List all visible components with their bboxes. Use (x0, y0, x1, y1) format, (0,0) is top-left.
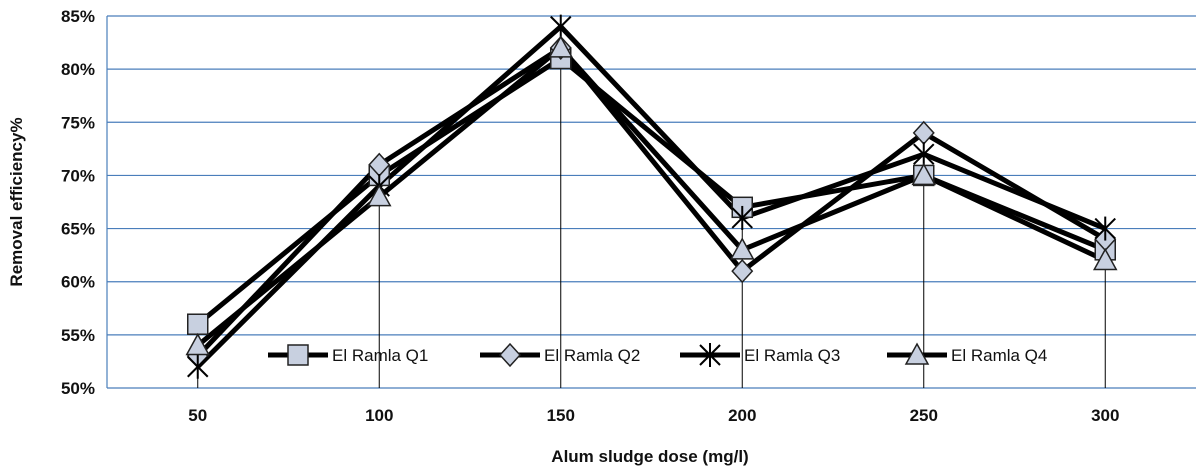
y-tick-label: 50% (61, 379, 95, 398)
x-tick-label: 300 (1091, 406, 1119, 425)
legend: El Ramla Q1 El Ramla Q2 El Ramla Q3 El Raml… (268, 342, 1047, 368)
data-point-q2 (731, 258, 754, 284)
legend-label: El Ramla Q3 (744, 346, 840, 365)
data-point-q4 (729, 237, 755, 260)
data-point-q4 (548, 35, 574, 58)
data-point-q3 (550, 14, 572, 39)
data-point-q3 (187, 354, 209, 379)
data-point-q4 (911, 162, 937, 186)
drop-lines (197, 26, 1106, 388)
series-line-q4 (196, 45, 1107, 348)
data-point-q3 (1094, 216, 1116, 241)
x-tick-label: 100 (365, 406, 393, 425)
y-tick-label: 55% (61, 326, 95, 345)
data-point-q3 (913, 142, 935, 167)
legend-marker (904, 342, 930, 365)
legend-marker (699, 343, 721, 367)
x-tick-label: 50 (188, 406, 207, 425)
data-point-q4 (1092, 247, 1118, 271)
y-tick-label: 80% (61, 60, 95, 79)
legend-label: El Ramla Q2 (544, 346, 640, 365)
x-tick-label: 200 (728, 406, 756, 425)
series-line-q1 (196, 56, 1107, 327)
y-axis-ticks: 50% 55% 60% 65% 70% 75% 80% 85% (61, 7, 95, 398)
x-axis-ticks: 50 100 150 200 250 300 (188, 406, 1119, 425)
series-lines (195, 24, 1107, 369)
x-tick-label: 150 (547, 406, 575, 425)
legend-marker (498, 342, 522, 368)
series-line-q2 (195, 45, 1107, 358)
y-tick-label: 60% (61, 273, 95, 292)
y-tick-label: 70% (61, 166, 95, 185)
data-point-q1 (187, 313, 209, 335)
x-axis-title: Alum sludge dose (mg/l) (551, 447, 748, 466)
series-markers (185, 14, 1118, 379)
y-tick-label: 75% (61, 113, 95, 132)
y-tick-label: 65% (61, 220, 95, 239)
data-point-q4 (366, 184, 392, 207)
x-tick-label: 250 (910, 406, 938, 425)
legend-label: El Ramla Q4 (951, 346, 1047, 365)
legend-marker (287, 344, 309, 366)
y-tick-label: 85% (61, 7, 95, 26)
data-point-q3 (731, 205, 753, 230)
grid (106, 15, 1196, 389)
legend-label: El Ramla Q1 (332, 346, 428, 365)
series-line-q3 (195, 24, 1107, 369)
data-point-q4 (185, 332, 211, 356)
y-axis-title: Removal efficiency% (7, 117, 26, 286)
